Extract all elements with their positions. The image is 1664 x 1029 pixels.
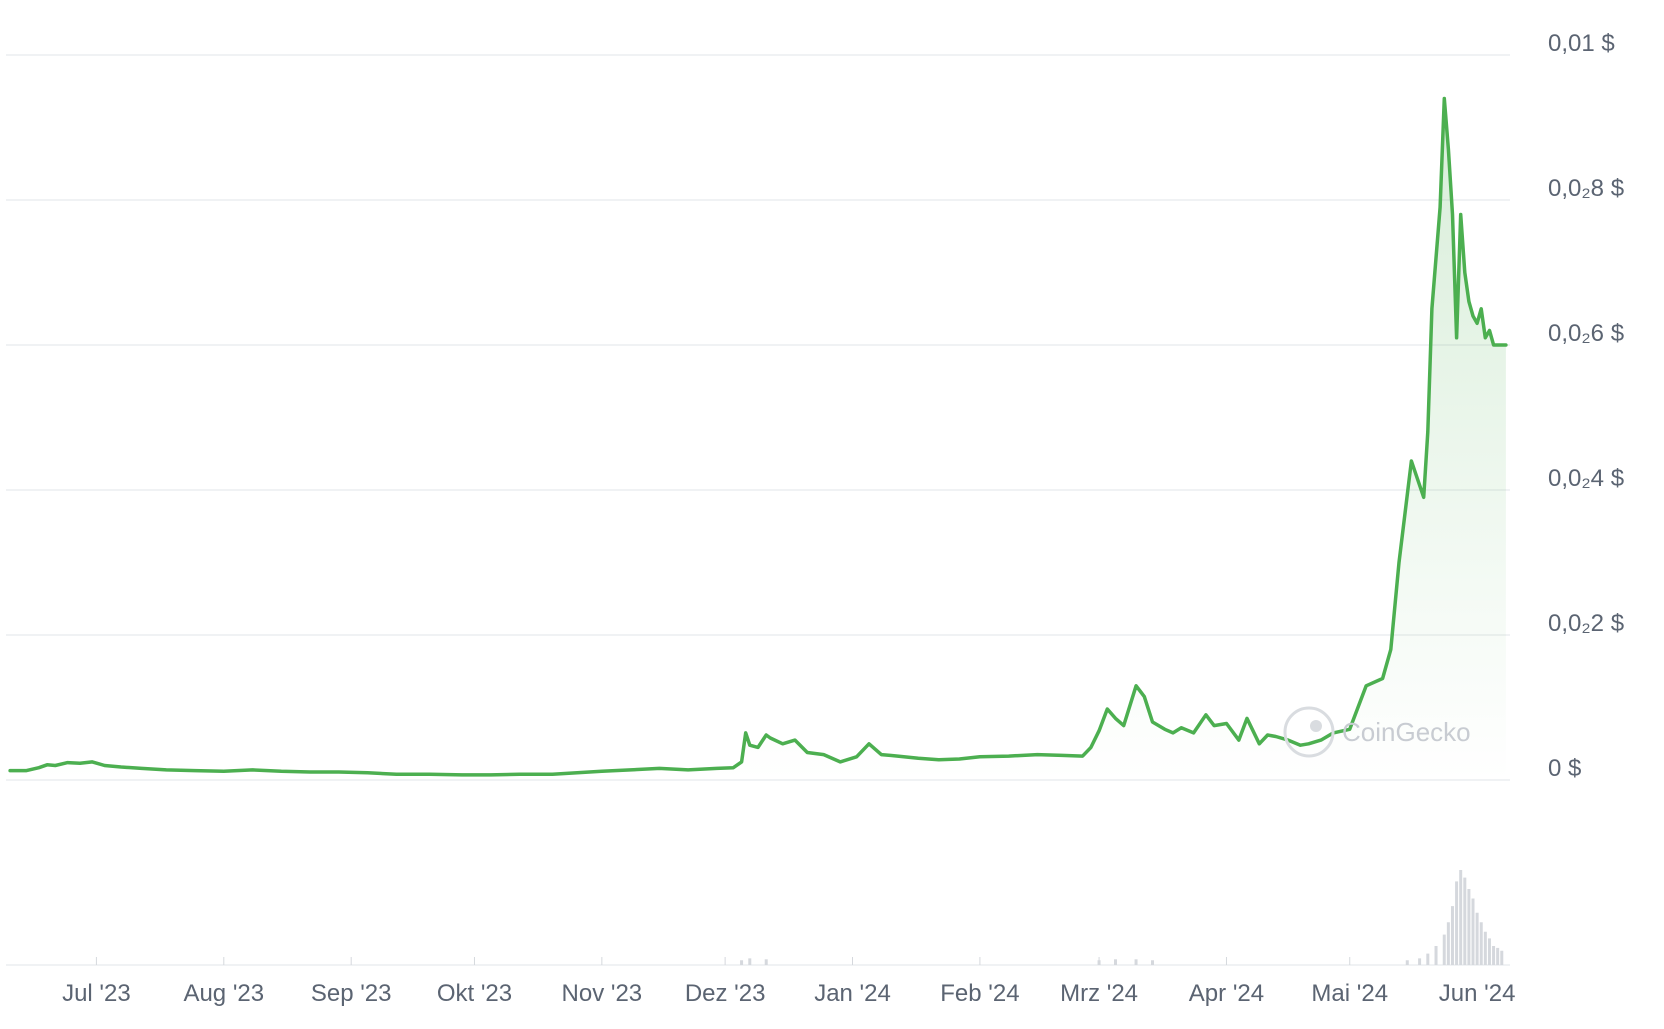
volume-bar <box>1114 959 1118 965</box>
y-tick-label: 0 $ <box>1548 755 1581 782</box>
volume-bar <box>1471 898 1475 965</box>
price-line <box>8 96 1508 777</box>
volume-bar <box>1134 959 1138 965</box>
x-tick-label: Dez '23 <box>685 980 766 1007</box>
volume-bar <box>1487 938 1491 965</box>
x-tick-label: Okt '23 <box>437 980 512 1007</box>
x-tick-label: Apr '24 <box>1189 980 1264 1007</box>
volume-bar <box>764 959 768 965</box>
coingecko-watermark: CoinGecko <box>1283 706 1471 758</box>
volume-bar <box>1492 946 1496 965</box>
volume-bar <box>1418 958 1422 965</box>
volume-bar <box>1434 946 1438 965</box>
watermark-text: CoinGecko <box>1342 717 1471 747</box>
volume-bar <box>1446 922 1450 965</box>
x-tick-label: Nov '23 <box>562 980 643 1007</box>
volume-bar <box>1455 881 1459 965</box>
x-tick-label: Jun '24 <box>1439 980 1516 1007</box>
x-tick-label: Sep '23 <box>311 980 392 1007</box>
volume-bar <box>1442 934 1446 965</box>
y-tick-label: 0,0₂6 $ <box>1548 320 1624 347</box>
volume-bar <box>1405 960 1409 965</box>
volume-bar <box>740 960 744 965</box>
volume-bar <box>1483 931 1487 965</box>
volume-bar <box>1426 953 1430 965</box>
grid <box>6 54 1510 966</box>
x-tick-label: Feb '24 <box>940 980 1019 1007</box>
x-tick-label: Jul '23 <box>62 980 131 1007</box>
x-tick-label: Jan '24 <box>814 980 891 1007</box>
price-series-line <box>8 96 1508 777</box>
x-tick-label: Mrz '24 <box>1060 980 1138 1007</box>
y-tick-label: 0,0₂2 $ <box>1548 610 1624 637</box>
volume-bar <box>748 958 752 965</box>
volume-bar <box>1475 912 1479 965</box>
volume-bar <box>1459 870 1463 965</box>
y-tick-label: 0,0₂8 $ <box>1548 175 1624 202</box>
volume-bar <box>1479 922 1483 965</box>
volume-bar <box>1450 906 1454 965</box>
y-tick-label: 0,01 $ <box>1548 30 1615 57</box>
price-area <box>10 98 1506 780</box>
volume-bar <box>1467 889 1471 965</box>
volume-bars <box>740 870 1504 965</box>
volume-bar <box>1500 950 1504 965</box>
x-axis: Jul '23 Aug '23 Sep '23 Okt '23 Nov '23 Dez '… <box>62 957 1515 1007</box>
y-tick-label: 0,0₂4 $ <box>1548 465 1624 492</box>
y-axis: 0 $ 0,0₂2 $ 0,0₂4 $ 0,0₂6 $ 0,0₂8 $ 0,01 $ <box>1548 30 1624 782</box>
volume-bar <box>1496 947 1500 965</box>
volume-bar <box>1150 960 1154 965</box>
volume-bar <box>1463 877 1467 965</box>
x-tick-label: Aug '23 <box>183 980 264 1007</box>
coingecko-logo-eye <box>1310 720 1322 732</box>
price-area-fill <box>10 98 1506 780</box>
x-tick-label: Mai '24 <box>1311 980 1388 1007</box>
coingecko-logo-icon <box>1283 706 1335 758</box>
